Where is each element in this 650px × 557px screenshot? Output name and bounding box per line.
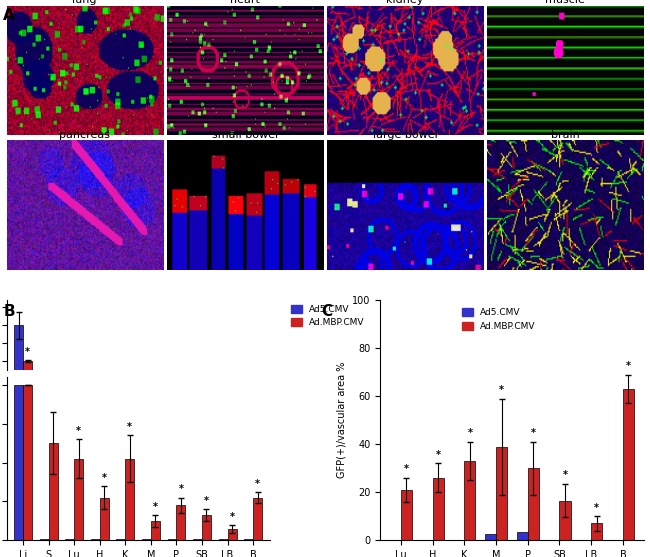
- Bar: [151, 521, 160, 540]
- Text: C: C: [322, 304, 333, 319]
- Bar: [125, 458, 135, 540]
- Bar: [560, 501, 571, 540]
- Bar: [433, 478, 444, 540]
- Title: muscle: muscle: [545, 0, 585, 5]
- Bar: [40, 539, 49, 540]
- Bar: [193, 539, 202, 540]
- Legend: Ad5.CMV, Ad.MBP.CMV: Ad5.CMV, Ad.MBP.CMV: [458, 305, 540, 335]
- Text: *: *: [25, 347, 30, 357]
- Text: *: *: [178, 485, 183, 495]
- Bar: [253, 497, 262, 540]
- Bar: [23, 385, 32, 540]
- Bar: [496, 447, 507, 540]
- Bar: [74, 458, 83, 540]
- Bar: [227, 529, 237, 540]
- Bar: [485, 534, 496, 540]
- Text: *: *: [127, 422, 133, 432]
- Text: *: *: [404, 464, 409, 474]
- Bar: [176, 505, 185, 540]
- Text: *: *: [467, 428, 473, 438]
- Text: *: *: [76, 426, 81, 436]
- Title: large bowel: large bowel: [372, 129, 437, 139]
- Bar: [14, 325, 23, 370]
- Bar: [100, 497, 109, 540]
- Text: *: *: [255, 478, 260, 488]
- Title: pancreas: pancreas: [59, 129, 110, 139]
- Bar: [528, 468, 539, 540]
- Bar: [623, 389, 634, 540]
- Bar: [401, 490, 412, 540]
- Title: small bowel: small bowel: [212, 129, 278, 139]
- Bar: [591, 524, 603, 540]
- Bar: [91, 539, 100, 540]
- Bar: [218, 539, 227, 540]
- Y-axis label: GFP(+)/vascular area %: GFP(+)/vascular area %: [337, 362, 346, 478]
- Title: brain: brain: [551, 129, 580, 139]
- Text: *: *: [229, 512, 235, 522]
- Bar: [49, 443, 58, 540]
- Bar: [464, 461, 475, 540]
- Bar: [517, 532, 528, 540]
- Text: *: *: [531, 428, 536, 438]
- Legend: Ad5.CMV, Ad.MBP.CMV: Ad5.CMV, Ad.MBP.CMV: [287, 301, 368, 331]
- Bar: [65, 539, 74, 540]
- Bar: [116, 539, 125, 540]
- Title: heart: heart: [230, 0, 260, 5]
- Text: *: *: [436, 450, 441, 460]
- Title: kidney: kidney: [387, 0, 424, 5]
- Text: *: *: [153, 502, 158, 512]
- Bar: [23, 361, 32, 370]
- Text: *: *: [102, 473, 107, 483]
- Bar: [244, 539, 253, 540]
- Text: A: A: [3, 8, 15, 23]
- Bar: [168, 539, 176, 540]
- Text: *: *: [562, 470, 567, 480]
- Bar: [14, 385, 23, 540]
- Text: *: *: [626, 361, 631, 371]
- Title: lung: lung: [72, 0, 97, 5]
- Text: *: *: [499, 385, 504, 395]
- Text: B: B: [3, 304, 15, 319]
- Text: *: *: [594, 502, 599, 512]
- Bar: [202, 515, 211, 540]
- Bar: [142, 539, 151, 540]
- Text: *: *: [204, 496, 209, 506]
